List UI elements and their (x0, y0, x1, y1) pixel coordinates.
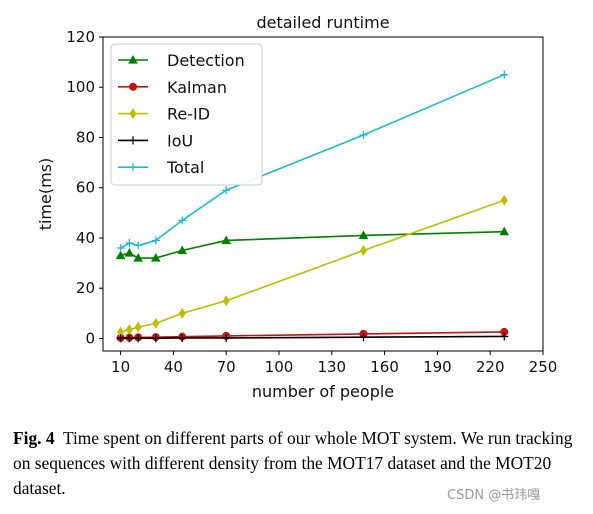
data-point-re-id (500, 194, 508, 206)
data-point-iou (125, 334, 134, 343)
data-point-detection (358, 230, 369, 240)
data-point-iou (178, 333, 187, 342)
legend-marker (128, 55, 138, 64)
figure-caption: Fig. 4 Time spent on different parts of … (13, 426, 588, 501)
x-tick-label: 220 (476, 358, 505, 376)
y-axis-label: time(ms) (36, 158, 55, 231)
data-point-iou (116, 334, 125, 343)
y-tick-label: 80 (76, 128, 95, 146)
data-point-re-id (178, 307, 186, 319)
data-point-detection (499, 226, 510, 236)
y-tick-label: 20 (76, 279, 95, 297)
data-point-detection (177, 245, 187, 255)
x-axis: 10 40 70 100 130 160 190 220 250 (111, 351, 557, 376)
legend-entry-re-id: Re-ID (118, 105, 210, 124)
caption-label: Fig. 4 (13, 428, 55, 448)
x-tick-label: 40 (164, 358, 183, 376)
data-point-re-id (222, 295, 230, 307)
x-tick-label: 160 (370, 358, 399, 376)
caption-text: Time spent on different parts of our who… (13, 428, 573, 498)
axes-frame (102, 36, 544, 352)
data-point-re-id (134, 321, 142, 333)
data-point-total (359, 130, 368, 139)
series-total (116, 70, 509, 253)
data-point-iou (359, 333, 368, 342)
data-point-re-id (359, 245, 367, 257)
data-point-detection (151, 253, 161, 262)
y-tick-label: 40 (76, 229, 95, 247)
data-point-total (500, 70, 509, 79)
legend-entry-kalman: Kalman (118, 78, 227, 97)
data-point-kalman (500, 327, 509, 336)
data-point-re-id (152, 317, 160, 329)
series-detection (115, 226, 510, 262)
legend: Detection Kalman Re-ID IoU Total (110, 43, 263, 186)
legend-label: IoU (167, 131, 193, 150)
series-kalman (116, 327, 509, 342)
data-point-total (134, 241, 143, 250)
legend-label: Re-ID (167, 105, 210, 124)
data-point-iou (500, 332, 509, 341)
x-tick-label: 190 (423, 358, 452, 376)
legend-label: Detection (167, 51, 245, 70)
x-tick-label: 100 (265, 358, 294, 376)
legend-label: Kalman (167, 78, 227, 97)
legend-marker (129, 108, 137, 120)
watermark: CSDN @书玮嘎 (447, 488, 541, 503)
y-tick-label: 60 (76, 179, 95, 197)
chart-title: detailed runtime (256, 13, 389, 32)
data-point-detection (221, 235, 231, 245)
data-point-total (151, 236, 160, 245)
data-point-iou (151, 334, 160, 343)
y-axis: 0 20 40 60 80 100 120 (66, 28, 103, 347)
data-point-re-id (117, 326, 125, 338)
series-re-id (117, 194, 508, 338)
data-point-total (116, 244, 125, 253)
data-point-detection (133, 253, 143, 262)
legend-box (110, 43, 263, 186)
data-point-total (178, 216, 187, 225)
legend-marker (129, 163, 137, 172)
x-tick-label: 130 (317, 358, 346, 376)
legend-entry-iou: IoU (118, 131, 193, 150)
data-point-iou (222, 333, 231, 342)
x-tick-label: 10 (111, 358, 130, 376)
legend-entry-total: Total (118, 158, 204, 177)
data-point-iou (134, 334, 143, 343)
y-tick-label: 100 (66, 78, 95, 96)
y-tick-label: 120 (66, 28, 95, 46)
legend-entry-detection: Detection (118, 51, 245, 70)
x-tick-label: 70 (217, 358, 236, 376)
series-line-re-id (120, 199, 505, 333)
data-point-total (125, 238, 134, 247)
x-tick-label: 250 (529, 358, 558, 376)
data-point-re-id (125, 324, 133, 336)
legend-marker (129, 136, 137, 145)
legend-marker (129, 82, 137, 91)
data-point-total (222, 186, 231, 195)
runtime-chart: detailed runtime 10 40 70 100 130 160 190 220 25… (36, 13, 557, 401)
data-point-detection (124, 248, 135, 257)
plot-area (115, 70, 510, 343)
x-axis-label: number of people (252, 382, 394, 401)
series-iou (116, 332, 509, 343)
data-point-detection (115, 250, 126, 260)
y-tick-label: 0 (85, 329, 95, 347)
legend-label: Total (166, 158, 204, 177)
